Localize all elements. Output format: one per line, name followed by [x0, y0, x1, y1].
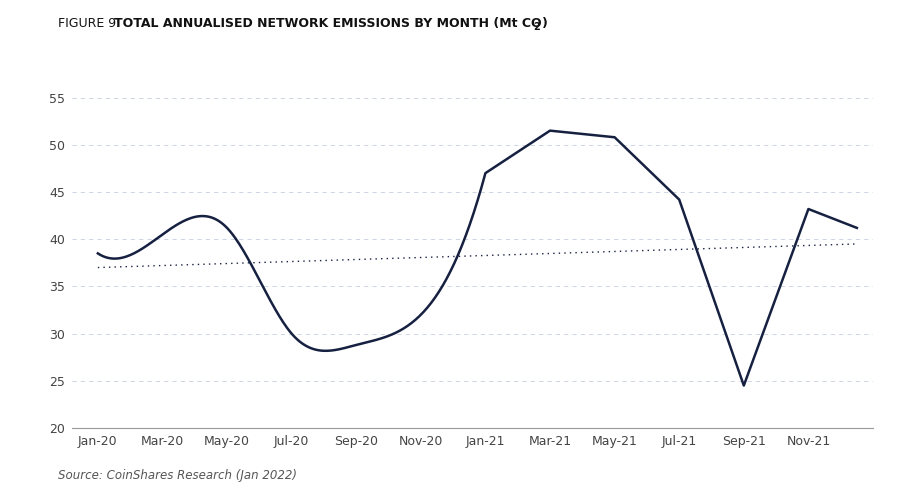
Text: FIGURE 9:: FIGURE 9:: [58, 17, 125, 30]
Text: Source: CoinShares Research (Jan 2022): Source: CoinShares Research (Jan 2022): [58, 469, 298, 482]
Text: TOTAL ANNUALISED NETWORK EMISSIONS BY MONTH (Mt CO: TOTAL ANNUALISED NETWORK EMISSIONS BY MO…: [114, 17, 542, 30]
Text: 2: 2: [533, 22, 540, 32]
Text: ): ): [542, 17, 548, 30]
